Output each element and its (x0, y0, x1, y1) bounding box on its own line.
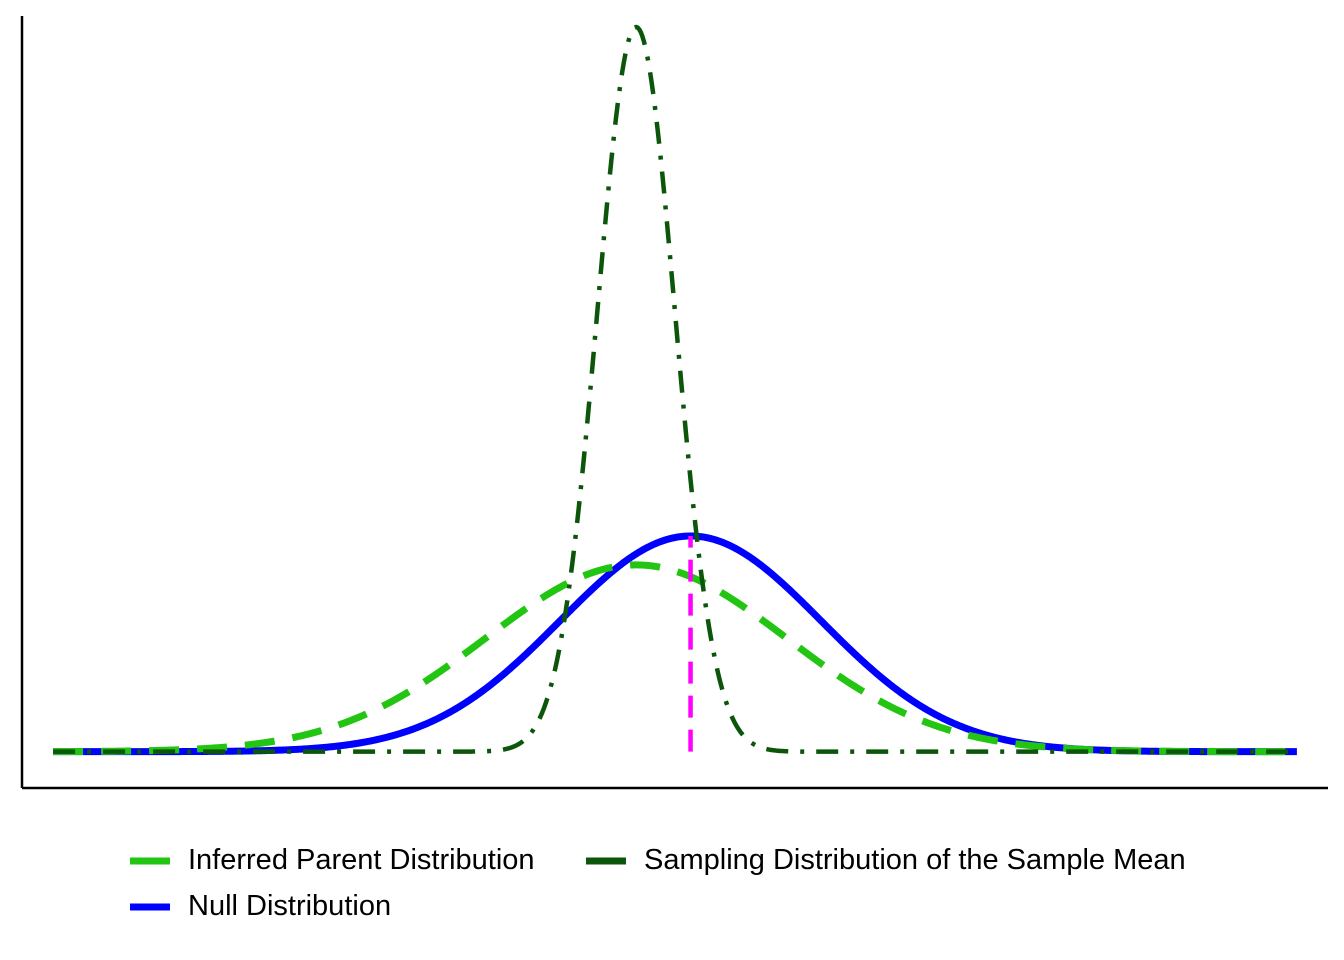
legend-label-inferred-parent: Inferred Parent Distribution (188, 844, 535, 876)
legend-key-inferred-parent (130, 857, 170, 864)
series-line-null-distribution (51, 532, 1299, 756)
legend-item-sampling-distribution: Sampling Distribution of the Sample Mean (586, 844, 1186, 877)
legend-key-sampling-distribution (586, 857, 626, 864)
chart-axes (20, 16, 1328, 790)
legend-label-null-distribution: Null Distribution (188, 890, 392, 922)
legend: Inferred Parent Distribution Sampling Di… (130, 838, 1310, 938)
series-line-sampling-distribution-of-the-sample-mean (52, 24, 1298, 754)
legend-label-sampling-distribution: Sampling Distribution of the Sample Mean (644, 844, 1186, 876)
legend-item-null-distribution: Null Distribution (130, 890, 391, 923)
series-line-inferred-parent-distribution (51, 561, 1299, 756)
plot-area (51, 24, 1299, 756)
legend-item-inferred-parent: Inferred Parent Distribution (130, 844, 535, 877)
legend-key-null-distribution (130, 903, 170, 910)
